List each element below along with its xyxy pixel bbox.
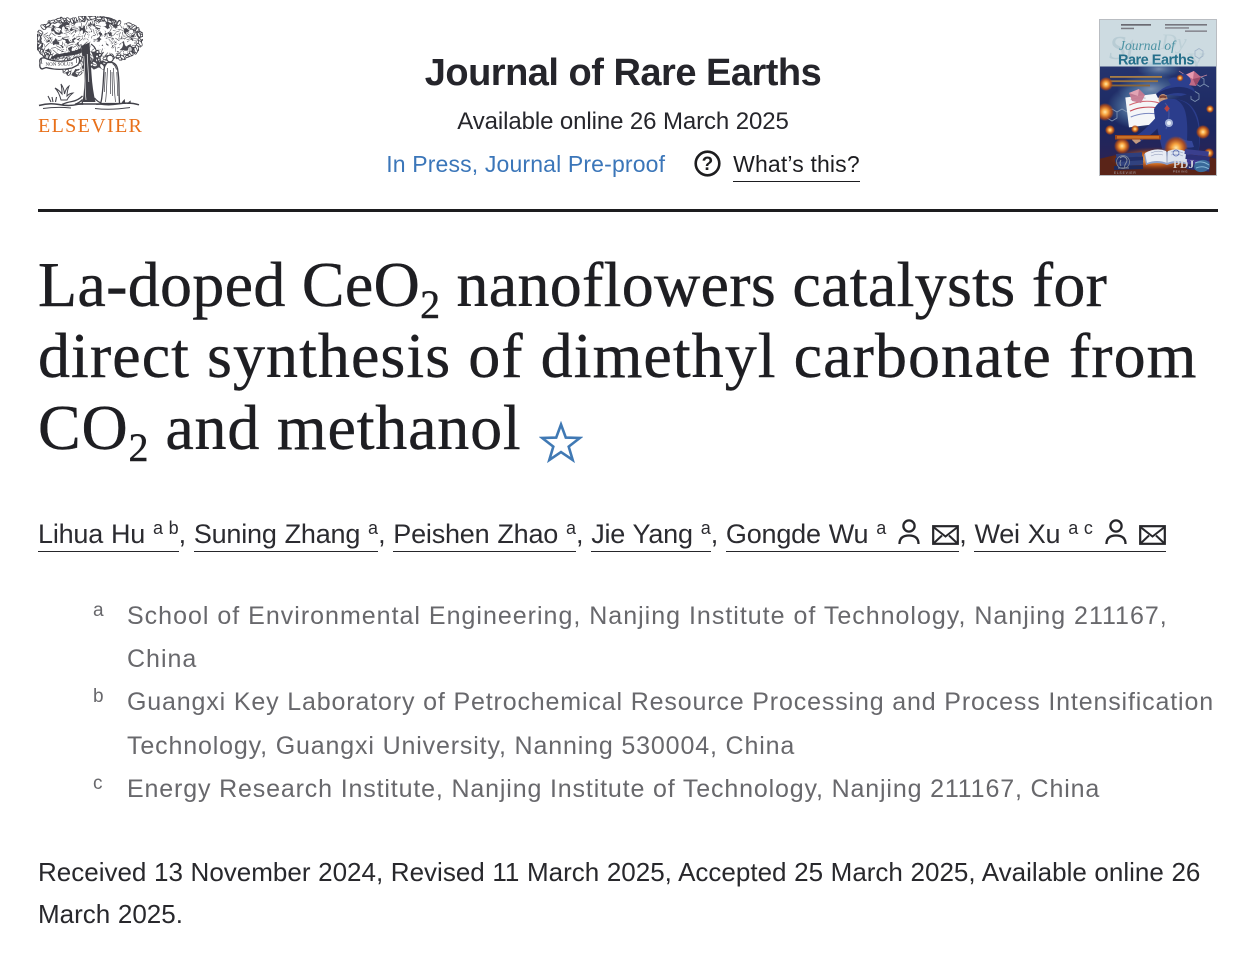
svg-text:?: ? xyxy=(702,154,714,175)
svg-text:E L S E V I E R: E L S E V I E R xyxy=(1114,171,1136,175)
svg-text:NON SOLUS: NON SOLUS xyxy=(45,62,73,67)
svg-text:P E K I N G: P E K I N G xyxy=(1173,170,1187,174)
svg-text:PDJ: PDJ xyxy=(1173,159,1194,171)
svg-text:Dy: Dy xyxy=(1160,29,1187,54)
svg-text:Journal of: Journal of xyxy=(1119,38,1177,53)
svg-text:St: St xyxy=(1109,30,1137,67)
